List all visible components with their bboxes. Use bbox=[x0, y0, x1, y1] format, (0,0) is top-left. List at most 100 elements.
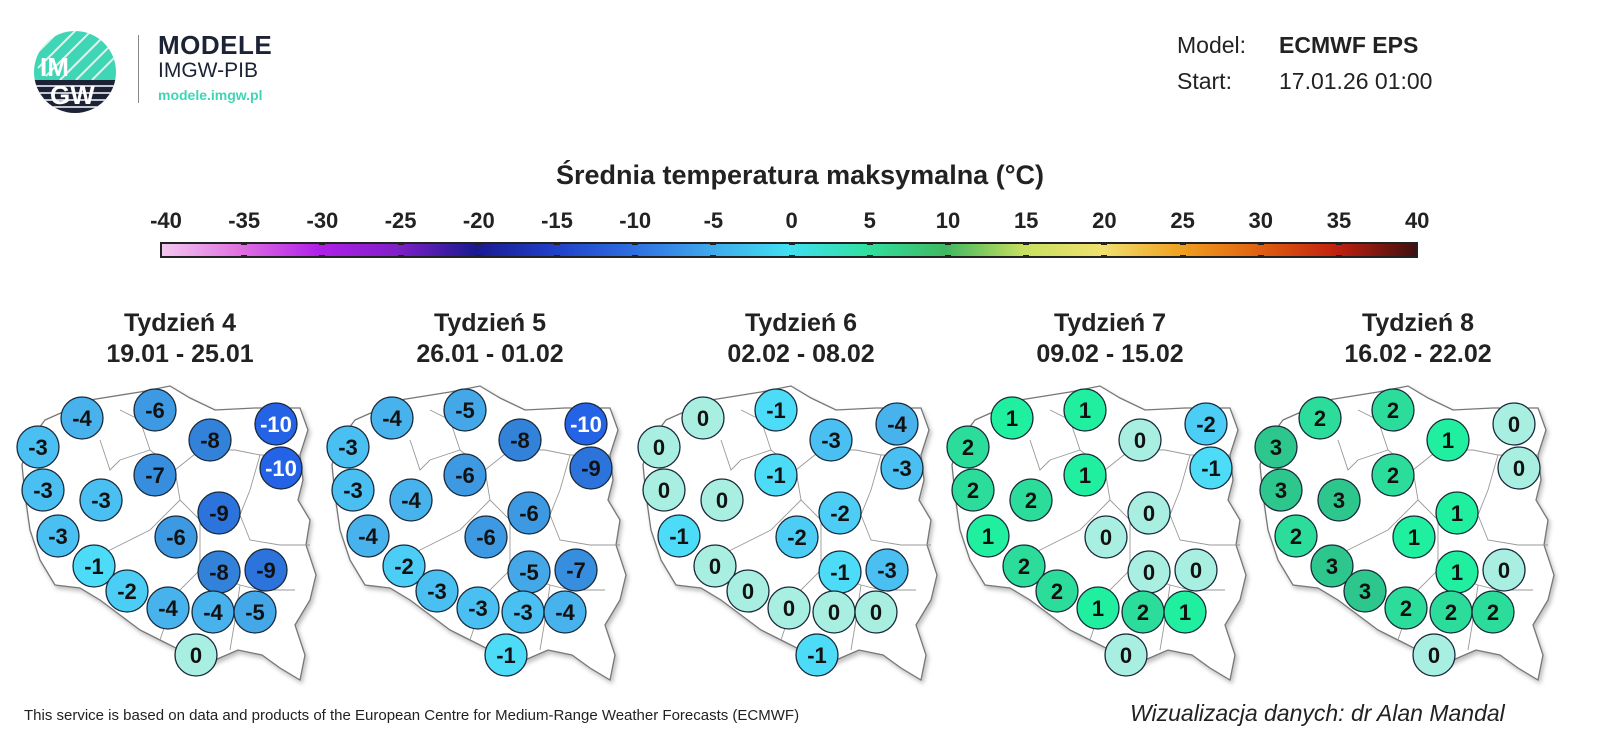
colorbar-tick bbox=[945, 242, 951, 245]
station-marker bbox=[775, 515, 819, 559]
start-label: Start: bbox=[1177, 68, 1232, 94]
station-value: 3 bbox=[1333, 488, 1345, 513]
week-dates: 26.01 - 01.02 bbox=[416, 340, 564, 368]
station-value: 1 bbox=[982, 524, 994, 549]
station-value: -2 bbox=[787, 525, 807, 550]
week-heading: Tydzień 5 26.01 - 01.02 bbox=[340, 308, 640, 370]
station-value: 2 bbox=[967, 478, 979, 503]
station-marker bbox=[1189, 446, 1233, 490]
region-border bbox=[1477, 514, 1548, 546]
week-heading: Tydzień 4 19.01 - 25.01 bbox=[30, 308, 330, 370]
station-value: 0 bbox=[1143, 560, 1155, 585]
colorbar-tick bbox=[866, 255, 873, 258]
colorbar-tick bbox=[1179, 255, 1186, 258]
colorbar-tick-label: -5 bbox=[703, 208, 724, 233]
colorbar-tick-label: 20 bbox=[1092, 208, 1117, 233]
station-value: 1 bbox=[1451, 501, 1463, 526]
station-value: 0 bbox=[709, 554, 721, 579]
station-value: -6 bbox=[166, 525, 186, 550]
colorbar-tick bbox=[945, 255, 951, 258]
station-marker bbox=[1163, 590, 1207, 634]
station-marker bbox=[1259, 468, 1303, 512]
station-marker bbox=[1063, 453, 1107, 497]
station-value: 0 bbox=[742, 579, 754, 604]
station-marker bbox=[1274, 514, 1318, 558]
station-value: -3 bbox=[343, 478, 363, 503]
region-border bbox=[99, 439, 121, 471]
station-marker bbox=[875, 402, 919, 446]
station-value: -5 bbox=[455, 398, 475, 423]
colorbar-tick-label: -35 bbox=[228, 208, 261, 233]
station-value: -4 bbox=[555, 600, 575, 625]
station-marker bbox=[564, 402, 608, 446]
colorbar-tick bbox=[1179, 242, 1186, 245]
station-marker bbox=[569, 446, 613, 490]
colorbar-tick bbox=[1023, 242, 1030, 245]
region-border bbox=[239, 514, 310, 546]
station-value: -10 bbox=[570, 412, 602, 437]
station-value: 2 bbox=[1137, 600, 1149, 625]
station-value: 1 bbox=[1079, 398, 1091, 423]
station-marker bbox=[456, 586, 500, 630]
week-label: Tydzień 4 bbox=[123, 309, 237, 337]
week-heading: Tydzień 8 16.02 - 22.02 bbox=[1268, 308, 1568, 370]
colorbar-tick bbox=[1101, 242, 1108, 245]
station-value: -2 bbox=[830, 501, 850, 526]
station-value: -6 bbox=[519, 501, 539, 526]
station-marker bbox=[1104, 633, 1148, 677]
station-marker bbox=[946, 425, 990, 469]
week-label: Tydzień 7 bbox=[1053, 309, 1167, 337]
station-marker bbox=[1002, 544, 1046, 588]
station-marker bbox=[543, 590, 587, 634]
week-dates: 09.02 - 15.02 bbox=[1036, 340, 1184, 368]
station-marker bbox=[1317, 478, 1361, 522]
colorbar-tick-label: 0 bbox=[785, 208, 798, 233]
start-value: 17.01.26 01:00 bbox=[1279, 68, 1433, 94]
colorbar-tick-label: -20 bbox=[462, 208, 495, 233]
model-value: ECMWF EPS bbox=[1279, 32, 1419, 58]
station-value: -3 bbox=[821, 428, 841, 453]
station-value: -8 bbox=[209, 560, 229, 585]
station-marker bbox=[60, 396, 104, 440]
station-value: 0 bbox=[697, 406, 709, 431]
colorbar-tick bbox=[1023, 255, 1030, 258]
author-credit: Wizualizacja danych: dr Alan Mandal bbox=[1130, 700, 1505, 726]
station-value: 2 bbox=[1314, 406, 1326, 431]
week-heading: Tydzień 7 09.02 - 15.02 bbox=[960, 308, 1260, 370]
brand-url[interactable]: modele.imgw.pl bbox=[158, 87, 263, 103]
colorbar-tick bbox=[397, 242, 404, 245]
station-marker bbox=[36, 514, 80, 558]
station-marker bbox=[637, 425, 681, 469]
station-value: -3 bbox=[48, 524, 68, 549]
station-value: -2 bbox=[1196, 412, 1216, 437]
colorbar-tick bbox=[710, 242, 717, 245]
station-value: 3 bbox=[1326, 554, 1338, 579]
station-marker bbox=[79, 478, 123, 522]
station-value: -3 bbox=[427, 579, 447, 604]
station-value: -3 bbox=[33, 478, 53, 503]
week-label: Tydzień 6 bbox=[744, 309, 858, 337]
station-marker bbox=[389, 478, 433, 522]
station-marker bbox=[1127, 491, 1171, 535]
station-marker bbox=[1254, 425, 1298, 469]
station-value: -5 bbox=[245, 600, 265, 625]
station-value: 0 bbox=[1428, 643, 1440, 668]
station-value: 3 bbox=[1359, 579, 1371, 604]
station-value: 3 bbox=[1270, 435, 1282, 460]
station-value: 1 bbox=[1079, 463, 1091, 488]
station-value: 1 bbox=[1408, 525, 1420, 550]
colorbar-tick bbox=[866, 242, 873, 245]
station-value: -8 bbox=[510, 428, 530, 453]
colorbar-tick bbox=[397, 255, 404, 258]
week-heading: Tydzień 6 02.02 - 08.02 bbox=[651, 308, 951, 370]
station-marker bbox=[1035, 569, 1079, 613]
station-value: -4 bbox=[382, 406, 402, 431]
station-value: -3 bbox=[91, 488, 111, 513]
week-dates: 19.01 - 25.01 bbox=[106, 340, 254, 368]
colorbar-tick bbox=[554, 242, 560, 245]
station-value: -1 bbox=[1201, 456, 1221, 481]
station-value: -2 bbox=[394, 554, 414, 579]
station-value: 0 bbox=[1143, 501, 1155, 526]
